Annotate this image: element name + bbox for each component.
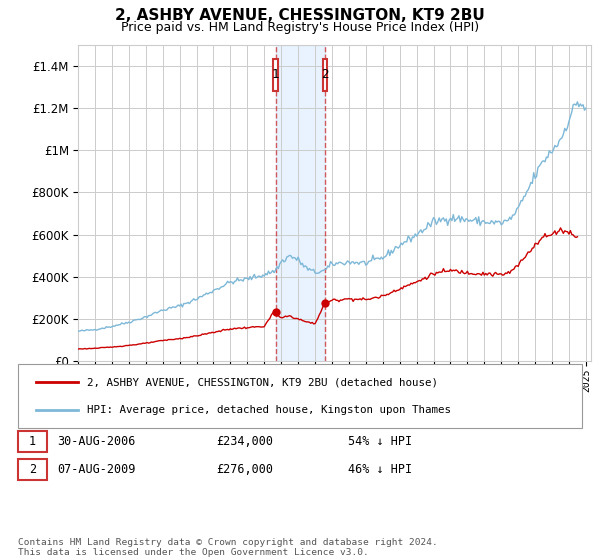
Text: £276,000: £276,000 <box>216 463 273 477</box>
Text: £234,000: £234,000 <box>216 435 273 449</box>
Text: 2: 2 <box>321 68 329 81</box>
Text: 2, ASHBY AVENUE, CHESSINGTON, KT9 2BU (detached house): 2, ASHBY AVENUE, CHESSINGTON, KT9 2BU (d… <box>87 377 438 387</box>
Text: 30-AUG-2006: 30-AUG-2006 <box>57 435 136 449</box>
Text: 1: 1 <box>29 435 36 449</box>
Text: 1: 1 <box>272 68 279 81</box>
Text: 07-AUG-2009: 07-AUG-2009 <box>57 463 136 477</box>
Bar <box>275 45 325 361</box>
Text: HPI: Average price, detached house, Kingston upon Thames: HPI: Average price, detached house, King… <box>87 405 451 416</box>
Bar <box>323 59 327 91</box>
Text: Contains HM Land Registry data © Crown copyright and database right 2024.
This d: Contains HM Land Registry data © Crown c… <box>18 538 438 557</box>
Bar <box>273 59 278 91</box>
Text: 54% ↓ HPI: 54% ↓ HPI <box>348 435 412 449</box>
Text: Price paid vs. HM Land Registry's House Price Index (HPI): Price paid vs. HM Land Registry's House … <box>121 21 479 34</box>
Text: 46% ↓ HPI: 46% ↓ HPI <box>348 463 412 477</box>
Text: 2: 2 <box>29 463 36 477</box>
Text: 2, ASHBY AVENUE, CHESSINGTON, KT9 2BU: 2, ASHBY AVENUE, CHESSINGTON, KT9 2BU <box>115 8 485 24</box>
